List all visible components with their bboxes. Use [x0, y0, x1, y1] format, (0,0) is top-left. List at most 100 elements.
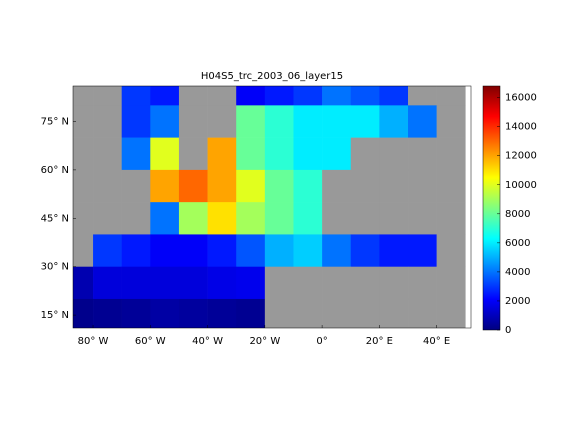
colorbar-tick-label: 2000	[505, 296, 530, 307]
field-cell	[293, 202, 323, 235]
field-cell	[264, 137, 294, 171]
y-tick-label: 45° N	[41, 213, 69, 224]
land-cell	[93, 202, 122, 235]
land-cell	[322, 266, 352, 300]
y-tick-label: 30° N	[41, 262, 69, 273]
field-cell	[264, 86, 294, 106]
colorbar-tick-label: 4000	[505, 267, 530, 278]
field-cell	[322, 137, 352, 171]
land-cell	[436, 105, 466, 138]
field-cell	[293, 137, 323, 171]
land-cell	[93, 169, 122, 203]
field-cell	[236, 105, 266, 138]
map-frame	[72, 85, 472, 329]
land-cell	[436, 266, 466, 300]
field-cell	[350, 105, 380, 138]
field-cell	[236, 137, 266, 171]
colorbar-tick-label: 6000	[505, 238, 530, 249]
field-cell	[150, 169, 180, 203]
field-cell	[379, 105, 409, 138]
field-cell	[264, 202, 294, 235]
field-cell	[408, 105, 437, 138]
land-cell	[322, 169, 352, 203]
field-cell	[293, 105, 323, 138]
land-cell	[350, 298, 380, 328]
x-tick-label: 40° E	[423, 336, 450, 347]
land-cell	[178, 86, 208, 106]
field-cell	[121, 234, 151, 267]
land-cell	[436, 169, 466, 203]
land-cell	[379, 266, 409, 300]
land-cell	[293, 298, 323, 328]
field-cell	[236, 234, 266, 267]
y-tick-label: 75° N	[41, 116, 69, 127]
field-cell	[408, 234, 437, 267]
colorbar-tick-label: 16000	[505, 93, 537, 104]
x-tick-label: 20° W	[249, 336, 280, 347]
x-tick-label: 20° E	[366, 336, 393, 347]
land-cell	[121, 169, 151, 203]
x-tick-label: 40° W	[192, 336, 223, 347]
x-tick-label: 60° W	[135, 336, 166, 347]
colorbar-tick-label: 0	[505, 325, 511, 336]
land-cell	[73, 137, 94, 171]
field-cell	[121, 266, 151, 300]
land-cell	[121, 202, 151, 235]
field-cell	[293, 86, 323, 106]
land-cell	[379, 169, 409, 203]
field-cell	[121, 298, 151, 328]
colorbar-tick-label: 8000	[505, 209, 530, 220]
field-cell	[350, 86, 380, 106]
colorbar-tick-label: 14000	[505, 122, 537, 133]
land-cell	[350, 137, 380, 171]
field-cell	[178, 234, 208, 267]
colorbar	[482, 85, 501, 331]
land-cell	[350, 266, 380, 300]
land-cell	[436, 86, 466, 106]
land-cell	[93, 86, 122, 106]
land-cell	[408, 169, 437, 203]
land-cell	[73, 169, 94, 203]
field-cell	[121, 105, 151, 138]
field-cell	[379, 86, 409, 106]
field-cell	[293, 234, 323, 267]
field-cell	[236, 266, 266, 300]
land-cell	[73, 105, 94, 138]
field-cell	[178, 202, 208, 235]
field-cell	[293, 169, 323, 203]
land-cell	[436, 234, 466, 267]
field-cell	[207, 266, 237, 300]
land-cell	[73, 234, 94, 267]
field-cell	[178, 266, 208, 300]
land-cell	[436, 202, 466, 235]
land-cell	[207, 86, 237, 106]
land-cell	[207, 105, 237, 138]
colorbar-tick-label: 12000	[505, 151, 537, 162]
field-cell	[236, 169, 266, 203]
x-tick-label: 80° W	[78, 336, 109, 347]
field-cell	[207, 169, 237, 203]
field-cell	[73, 298, 94, 328]
land-cell	[93, 137, 122, 171]
field-cell	[207, 234, 237, 267]
field-layer	[73, 86, 466, 328]
field-cell	[121, 86, 151, 106]
land-cell	[73, 202, 94, 235]
land-cell	[436, 137, 466, 171]
land-cell	[73, 86, 94, 106]
field-cell	[264, 169, 294, 203]
field-cell	[178, 169, 208, 203]
field-cell	[150, 105, 180, 138]
land-cell	[408, 266, 437, 300]
field-cell	[236, 202, 266, 235]
colorbar-tick-label: 10000	[505, 180, 537, 191]
field-cell	[150, 137, 180, 171]
land-cell	[379, 202, 409, 235]
land-cell	[436, 298, 466, 328]
land-cell	[264, 298, 294, 328]
field-cell	[322, 86, 352, 106]
land-cell	[178, 105, 208, 138]
field-cell	[379, 234, 409, 267]
field-cell	[350, 234, 380, 267]
